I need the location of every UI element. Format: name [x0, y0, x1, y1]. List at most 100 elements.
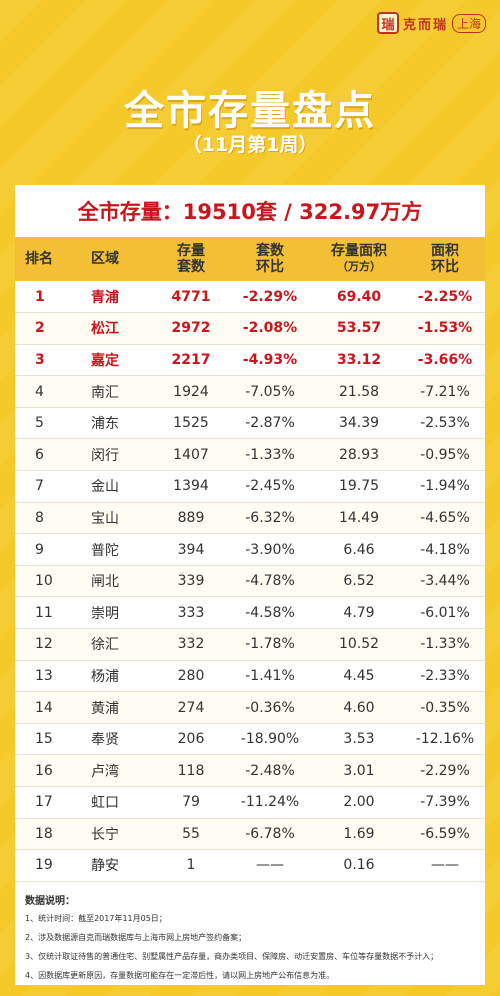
- note-item: 1、统计时间：截至2017年11月05日；: [25, 913, 167, 923]
- cell-units: 2217: [155, 344, 227, 377]
- cell-units-change: -6.32%: [227, 502, 313, 535]
- cell-rank: 18: [15, 818, 77, 851]
- table-row: 7 金山 1394 -2.45% 19.75 -1.94%: [15, 470, 485, 503]
- header-units-line2: 套数: [177, 259, 205, 275]
- cell-units: 332: [155, 628, 227, 661]
- cell-floor-change: -0.95%: [405, 438, 485, 472]
- cell-units: 4771: [155, 281, 227, 314]
- cell-floor-change: -6.59%: [405, 818, 485, 851]
- cell-rank: 1: [15, 281, 77, 314]
- cell-floor: 28.93: [313, 438, 405, 472]
- cell-rank: 14: [15, 691, 77, 724]
- cell-rank: 6: [15, 438, 77, 472]
- cell-rank: 19: [15, 849, 77, 882]
- cell-rank: 16: [15, 754, 77, 787]
- brand-logo: 瑞 克而瑞 上海: [376, 12, 486, 34]
- cell-area: 长宁: [77, 818, 155, 851]
- header-units-change-line1: 套数: [256, 243, 284, 259]
- cell-units-change: -1.33%: [227, 438, 313, 472]
- cell-floor: 6.52: [313, 565, 405, 598]
- cell-floor-change: -1.33%: [405, 628, 485, 661]
- table-header-row: 排名 区域 存量 套数 套数 环比 存量面积 （万方） 面积 环比: [15, 237, 485, 281]
- cell-rank: 12: [15, 628, 77, 661]
- cell-floor-change: -1.53%: [405, 312, 485, 345]
- total-stock-summary: 全市存量：19510套 / 322.97万方: [77, 200, 423, 224]
- cell-rank: 10: [15, 565, 77, 598]
- cell-floor-change: -6.01%: [405, 596, 485, 630]
- note-item: 4、因数据库更新原因，存量数据可能存在一定滞后性，请以网上房地产公布信息为准。: [25, 970, 335, 980]
- cell-floor: 1.69: [313, 818, 405, 851]
- cell-area: 青浦: [77, 281, 155, 314]
- header-floor: 存量面积 （万方）: [313, 237, 405, 281]
- cell-floor-change: -7.21%: [405, 375, 485, 408]
- header-floor-line2: （万方）: [337, 260, 381, 273]
- cell-floor-change: -12.16%: [405, 723, 485, 756]
- header-area: 区域: [91, 251, 119, 267]
- cell-floor: 69.40: [313, 281, 405, 314]
- cell-floor: 4.45: [313, 660, 405, 693]
- brand-seal-icon: 瑞: [376, 12, 399, 34]
- note-item: 3、仅统计取证待售的普通住宅、别墅属性产品存量，商办类项目、保障房、动迁安置房、…: [25, 951, 439, 961]
- table-row: 9 普陀 394 -3.90% 6.46 -4.18%: [15, 533, 485, 566]
- cell-units: 2972: [155, 312, 227, 345]
- cell-floor-change: -3.66%: [405, 344, 485, 377]
- cell-units: 394: [155, 533, 227, 566]
- page-subtitle: （11月第1周）: [182, 134, 318, 156]
- cell-area: 奉贤: [77, 723, 155, 756]
- cell-rank: 4: [15, 375, 77, 408]
- cell-floor: 33.12: [313, 344, 405, 377]
- table-row: 18 长宁 55 -6.78% 1.69 -6.59%: [15, 818, 485, 851]
- header-units-line1: 存量: [177, 243, 205, 259]
- cell-rank: 17: [15, 786, 77, 819]
- cell-units-change: -2.08%: [227, 312, 313, 345]
- cell-floor: 34.39: [313, 407, 405, 440]
- cell-units: 333: [155, 596, 227, 630]
- table-row: 8 宝山 889 -6.32% 14.49 -4.65%: [15, 502, 485, 535]
- table-row: 1 青浦 4771 -2.29% 69.40 -2.25%: [15, 281, 485, 314]
- cell-area: 徐汇: [77, 628, 155, 661]
- cell-units-change: -4.78%: [227, 565, 313, 598]
- cell-floor-change: -2.25%: [405, 281, 485, 314]
- table-row: 14 黄浦 274 -0.36% 4.60 -0.35%: [15, 691, 485, 724]
- cell-area: 松江: [77, 312, 155, 345]
- table-row: 11 崇明 333 -4.58% 4.79 -6.01%: [15, 596, 485, 630]
- brand-region: 上海: [451, 13, 486, 33]
- header-units-change-line2: 环比: [256, 259, 284, 275]
- cell-units-change: -1.78%: [227, 628, 313, 661]
- table-row: 15 奉贤 206 -18.90% 3.53 -12.16%: [15, 723, 485, 756]
- header-floor-change-line1: 面积: [431, 243, 459, 259]
- cell-units-change: -2.48%: [227, 754, 313, 787]
- header-units-change: 套数 环比: [227, 237, 313, 281]
- cell-units: 1407: [155, 438, 227, 472]
- table-row: 17 虹口 79 -11.24% 2.00 -7.39%: [15, 786, 485, 819]
- cell-floor: 6.46: [313, 533, 405, 566]
- table-row: 16 卢湾 118 -2.48% 3.01 -2.29%: [15, 754, 485, 787]
- cell-floor: 21.58: [313, 375, 405, 408]
- cell-floor-change: -0.35%: [405, 691, 485, 724]
- cell-floor: 2.00: [313, 786, 405, 819]
- cell-rank: 7: [15, 470, 77, 503]
- notes-title: 数据说明：: [25, 895, 75, 907]
- table-row: 5 浦东 1525 -2.87% 34.39 -2.53%: [15, 407, 485, 440]
- table-row: 10 闸北 339 -4.78% 6.52 -3.44%: [15, 565, 485, 598]
- cell-rank: 9: [15, 533, 77, 566]
- cell-area: 嘉定: [77, 344, 155, 377]
- cell-units: 118: [155, 754, 227, 787]
- table-row: 2 松江 2972 -2.08% 53.57 -1.53%: [15, 312, 485, 345]
- header-floor-line1: 存量面积: [331, 243, 387, 259]
- cell-units: 280: [155, 660, 227, 693]
- cell-units-change: -2.87%: [227, 407, 313, 440]
- cell-area: 闵行: [77, 438, 155, 472]
- cell-floor: 3.53: [313, 723, 405, 756]
- cell-area: 卢湾: [77, 754, 155, 787]
- cell-floor: 10.52: [313, 628, 405, 661]
- cell-floor-change: ——: [405, 849, 485, 882]
- cell-rank: 5: [15, 407, 77, 440]
- cell-area: 浦东: [77, 407, 155, 440]
- table-row: 6 闵行 1407 -1.33% 28.93 -0.95%: [15, 438, 485, 472]
- cell-floor-change: -7.39%: [405, 786, 485, 819]
- cell-floor-change: -4.65%: [405, 502, 485, 535]
- table-row: 19 静安 1 —— 0.16 ——: [15, 849, 485, 882]
- cell-floor-change: -2.33%: [405, 660, 485, 693]
- cell-floor-change: -4.18%: [405, 533, 485, 566]
